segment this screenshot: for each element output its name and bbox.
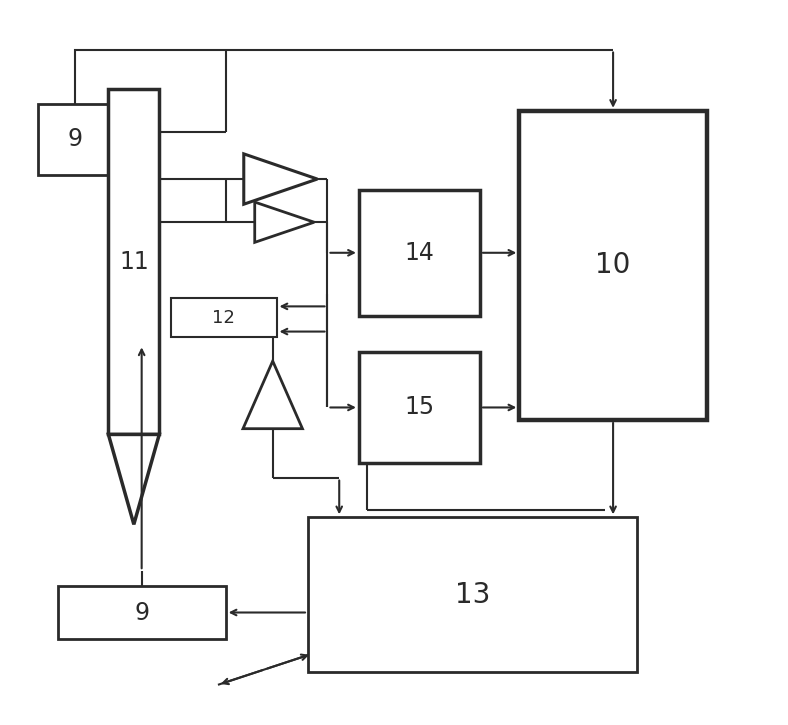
Text: 10: 10 <box>596 252 630 279</box>
Polygon shape <box>243 154 318 204</box>
Text: 13: 13 <box>455 581 490 608</box>
Bar <box>38 104 113 175</box>
Text: 15: 15 <box>404 395 434 420</box>
Text: 11: 11 <box>119 250 149 274</box>
Bar <box>519 111 707 420</box>
Bar <box>359 352 480 463</box>
Text: 12: 12 <box>213 309 236 326</box>
Bar <box>359 190 480 315</box>
Bar <box>109 89 159 434</box>
Text: 9: 9 <box>134 600 149 624</box>
Polygon shape <box>255 202 314 242</box>
Bar <box>308 517 637 672</box>
Text: 9: 9 <box>68 128 83 152</box>
Bar <box>58 586 226 639</box>
Text: 14: 14 <box>404 241 434 265</box>
Polygon shape <box>243 361 303 428</box>
Polygon shape <box>109 434 159 524</box>
Bar <box>171 298 277 337</box>
